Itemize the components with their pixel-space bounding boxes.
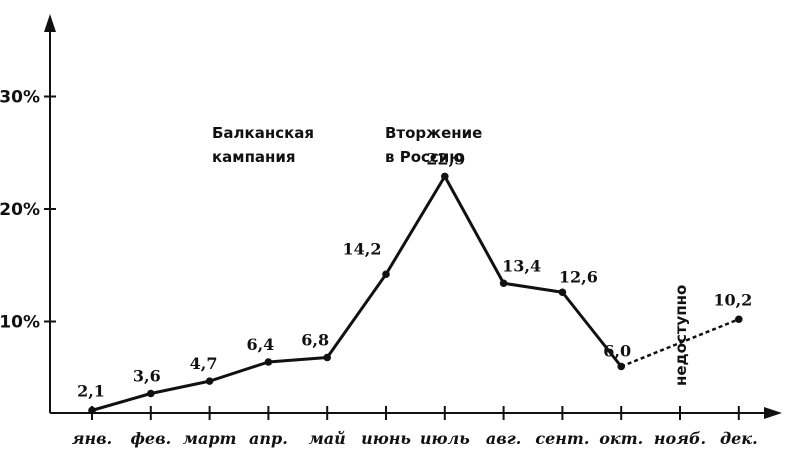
data-point	[441, 172, 449, 181]
data-point	[499, 279, 508, 288]
x-category-label: авг.	[486, 429, 521, 448]
value-labels: 2,1 3,6 4,7 6,4 6,8 14,2 22,9 13,4 12,6 6,0 10,2 не…	[77, 149, 752, 400]
x-category-label: июль	[420, 429, 470, 448]
y-axis-arrow	[44, 14, 56, 32]
series-segment	[268, 356, 328, 364]
series-segment	[209, 360, 269, 383]
value-label: 4,7	[190, 354, 218, 373]
annotation-line: кампания	[212, 148, 296, 166]
value-label: 13,4	[502, 256, 541, 275]
value-label: 10,2	[713, 290, 752, 309]
value-label: 2,1	[77, 381, 105, 400]
series-segment-dashed	[620, 318, 740, 368]
x-category-label: нояб.	[654, 429, 706, 448]
x-category-label: фев.	[130, 429, 171, 448]
y-tick-label: 10%	[0, 313, 40, 333]
x-category-label: сент.	[535, 429, 589, 448]
x-category-label: март	[183, 429, 237, 448]
series-segment	[325, 273, 388, 359]
x-category-label: окт.	[599, 429, 643, 448]
value-label: 6,8	[301, 331, 329, 350]
data-point	[323, 353, 332, 362]
x-axis-arrow	[764, 407, 782, 419]
data-point	[558, 288, 567, 297]
value-label: 14,2	[343, 239, 382, 258]
series-segment	[561, 291, 623, 368]
missing-data-label: недоступно	[672, 285, 690, 386]
annotations: Балканская кампания Вторжение в Россию	[212, 124, 482, 166]
value-label: 6,0	[603, 342, 631, 361]
series-segment	[91, 392, 152, 412]
value-label: 22,9	[426, 149, 465, 168]
data-point	[147, 389, 155, 398]
series-segment	[503, 281, 563, 294]
series-lines	[91, 175, 740, 412]
x-category-label: апр.	[249, 429, 288, 448]
data-point	[264, 358, 273, 366]
x-category-label: май	[309, 429, 346, 448]
data-point	[735, 315, 743, 324]
x-category-label: дек.	[720, 429, 758, 448]
series-segment	[150, 379, 210, 395]
series-points	[88, 172, 743, 415]
y-tick-label: 30%	[0, 88, 40, 108]
series-segment	[443, 175, 505, 284]
value-label: 12,6	[559, 267, 598, 286]
annotation-line: Вторжение	[385, 124, 482, 142]
x-categories: янв. фев. март апр. май июнь июль авг. сент. окт.…	[72, 406, 758, 448]
data-point	[382, 270, 390, 279]
data-point	[205, 377, 214, 385]
series-segment	[384, 175, 447, 276]
y-tick-label: 20%	[0, 200, 40, 220]
annotation-line: в Россию	[385, 148, 464, 166]
value-label: 6,4	[246, 335, 274, 354]
x-category-label: янв.	[72, 429, 112, 448]
data-point	[88, 406, 96, 415]
annotation-line: Балканская	[212, 124, 314, 142]
data-point	[617, 362, 625, 371]
x-category-label: июнь	[361, 429, 411, 448]
value-label: 3,6	[133, 367, 161, 386]
y-ticks: 10% 20% 30%	[0, 88, 56, 333]
